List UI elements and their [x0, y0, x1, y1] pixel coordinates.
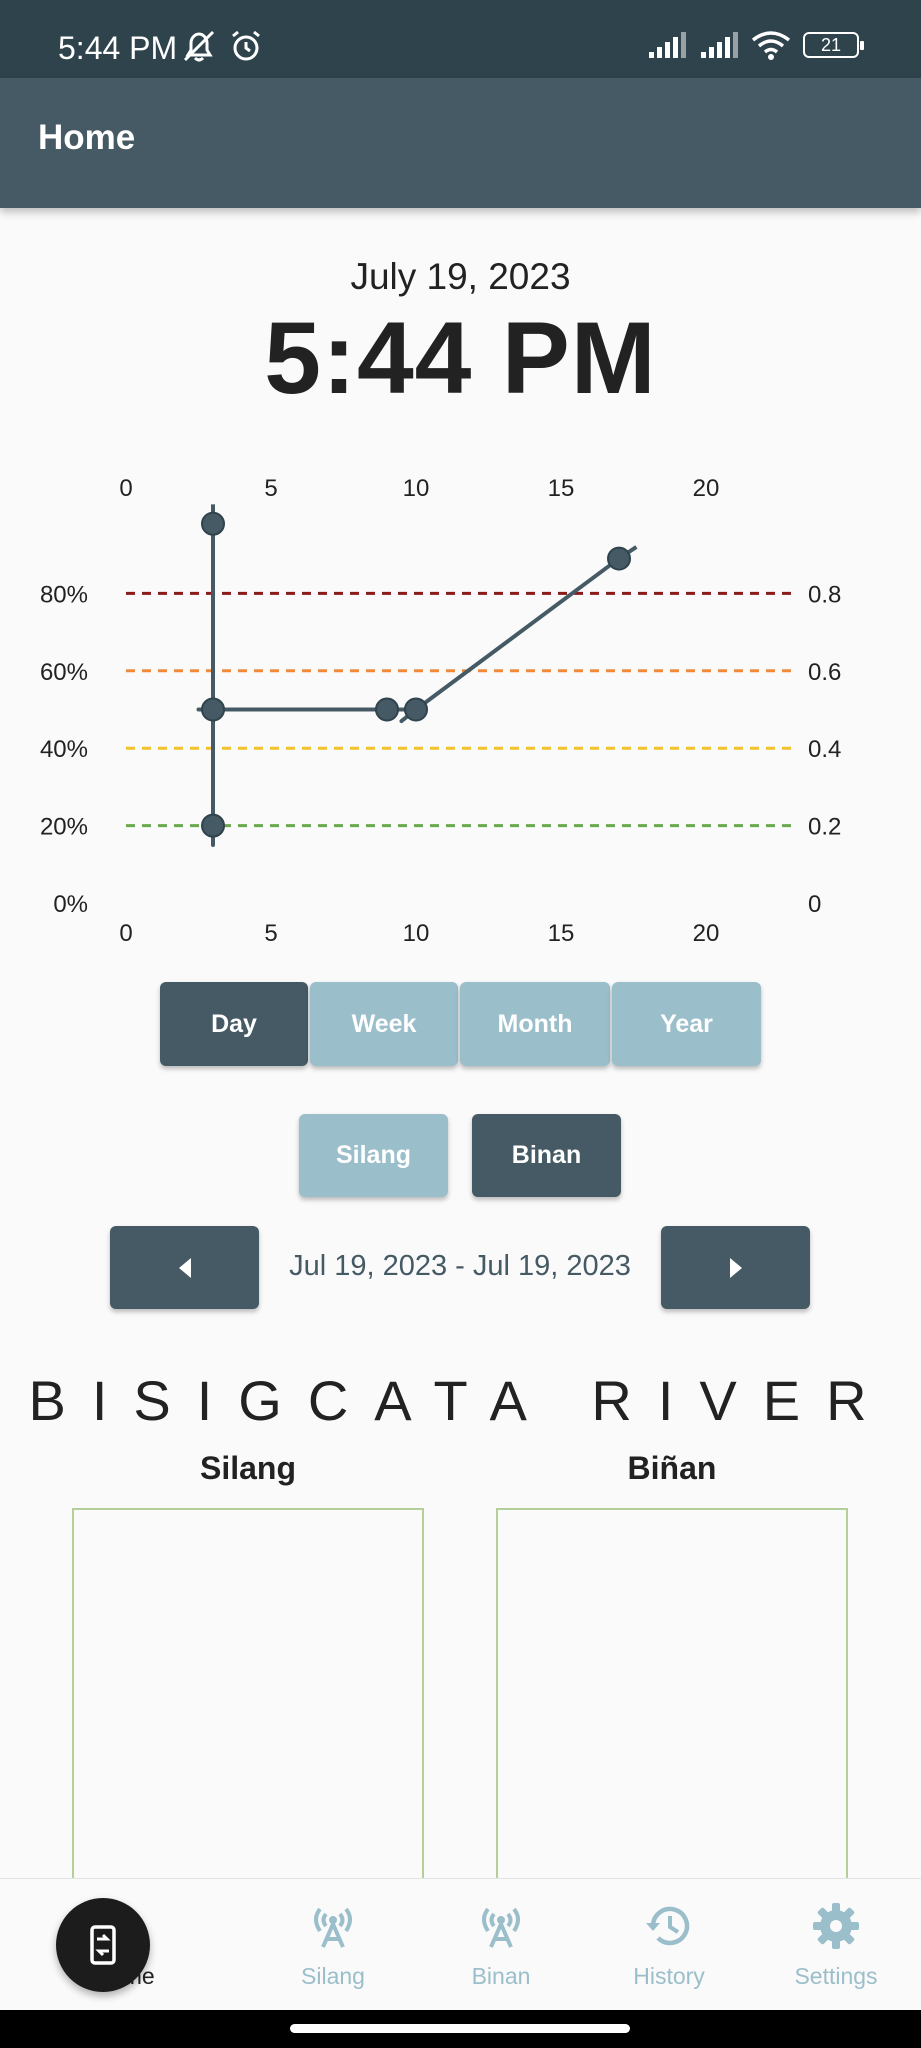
- antenna-icon: [314, 1907, 352, 1948]
- y-tick-label-right: 0.2: [808, 814, 841, 841]
- silang-level-panel: [72, 1508, 424, 1910]
- x-tick-label-bottom: 20: [693, 920, 720, 947]
- silang-button[interactable]: Silang: [299, 1114, 448, 1197]
- home-gesture-bar[interactable]: [290, 2024, 630, 2033]
- nav-binan[interactable]: Binan: [417, 1879, 585, 2011]
- date-range-label: Jul 19, 2023 - Jul 19, 2023: [289, 1250, 631, 1282]
- silang-button-label: Silang: [335, 1141, 411, 1169]
- binan-column-title: Biñan: [627, 1450, 717, 1486]
- swap-fab-button[interactable]: [56, 1898, 150, 1992]
- swap-device-icon: [90, 1925, 116, 1965]
- nav-silang[interactable]: Silang: [249, 1879, 417, 2011]
- mute-bell-icon: [183, 30, 215, 62]
- alarm-icon: [232, 30, 260, 61]
- y-tick-label-right: 0.8: [808, 581, 841, 608]
- binan-button[interactable]: Binan: [472, 1114, 621, 1197]
- battery-level: 21: [820, 34, 842, 55]
- y-tick-label-right: 0: [808, 891, 821, 918]
- water-level-chart: 0 0 5 5 10 10 15 15 20 20 80% 60% 40% 20% 0% 0.8 0.6 0.4 0…: [40, 475, 841, 947]
- nav-silang-label: Silang: [301, 1963, 365, 1989]
- wifi-icon: [751, 31, 791, 60]
- data-point: [375, 697, 399, 722]
- x-tick-label-top: 0: [119, 475, 132, 502]
- year-button[interactable]: Year: [612, 982, 761, 1066]
- nav-settings[interactable]: Settings: [752, 1879, 920, 2011]
- caret-left-icon: [178, 1257, 191, 1278]
- history-icon: [646, 1906, 690, 1946]
- week-button[interactable]: Week: [310, 982, 458, 1066]
- binan-button-label: Binan: [511, 1141, 582, 1169]
- data-point: [607, 546, 631, 571]
- nav-history-label: History: [633, 1963, 705, 1989]
- y-tick-label-left: 20%: [40, 814, 88, 841]
- nav-history[interactable]: History: [585, 1879, 753, 2011]
- week-button-label: Week: [351, 1009, 417, 1038]
- silang-column-title: Silang: [199, 1450, 296, 1486]
- app-bar: Home: [0, 78, 921, 208]
- x-tick-label-bottom: 10: [403, 920, 430, 947]
- y-tick-label-left: 60%: [40, 659, 88, 686]
- year-button-label: Year: [660, 1009, 713, 1038]
- x-tick-label-top: 10: [403, 475, 430, 502]
- data-point: [201, 697, 225, 722]
- y-tick-label-right: 0.4: [808, 736, 841, 763]
- y-tick-label-left: 40%: [40, 736, 88, 763]
- battery-icon: 21: [803, 32, 864, 58]
- page-title: Home: [38, 118, 136, 157]
- river-title: BISIGCATA RIVER: [28, 1369, 893, 1432]
- data-point: [404, 697, 428, 722]
- nav-settings-label: Settings: [794, 1963, 878, 1989]
- next-range-button[interactable]: [661, 1226, 810, 1309]
- series-line: [196, 504, 638, 847]
- current-time: 5:44 PM: [264, 301, 657, 415]
- month-button[interactable]: Month: [460, 982, 610, 1066]
- day-button-label: Day: [211, 1009, 257, 1038]
- signal-icon: [649, 32, 686, 58]
- x-tick-label-bottom: 0: [119, 920, 132, 947]
- caret-right-icon: [729, 1257, 742, 1278]
- x-tick-label-top: 5: [264, 475, 277, 502]
- data-point: [201, 813, 225, 838]
- day-button[interactable]: Day: [160, 982, 308, 1066]
- antenna-icon: [482, 1907, 520, 1948]
- gear-icon: [813, 1903, 859, 1949]
- binan-level-panel: [496, 1508, 848, 1910]
- signal-icon: [701, 32, 738, 58]
- nav-binan-label: Binan: [471, 1963, 531, 1989]
- current-date: July 19, 2023: [350, 256, 571, 297]
- status-time: 5:44 PM: [58, 30, 178, 66]
- status-bar: 5:44 PM 21: [0, 0, 921, 78]
- y-tick-label-right: 0.6: [808, 659, 841, 686]
- data-point: [201, 511, 225, 536]
- y-tick-label-left: 80%: [40, 581, 88, 608]
- previous-range-button[interactable]: [110, 1226, 259, 1309]
- x-tick-label-bottom: 5: [264, 920, 277, 947]
- x-tick-label-top: 20: [693, 475, 720, 502]
- bottom-navigation: Home Silang Binan History: [0, 1878, 921, 2011]
- x-tick-label-bottom: 15: [548, 920, 575, 947]
- x-tick-label-top: 15: [548, 475, 575, 502]
- month-button-label: Month: [497, 1009, 573, 1038]
- y-tick-label-left: 0%: [53, 891, 88, 918]
